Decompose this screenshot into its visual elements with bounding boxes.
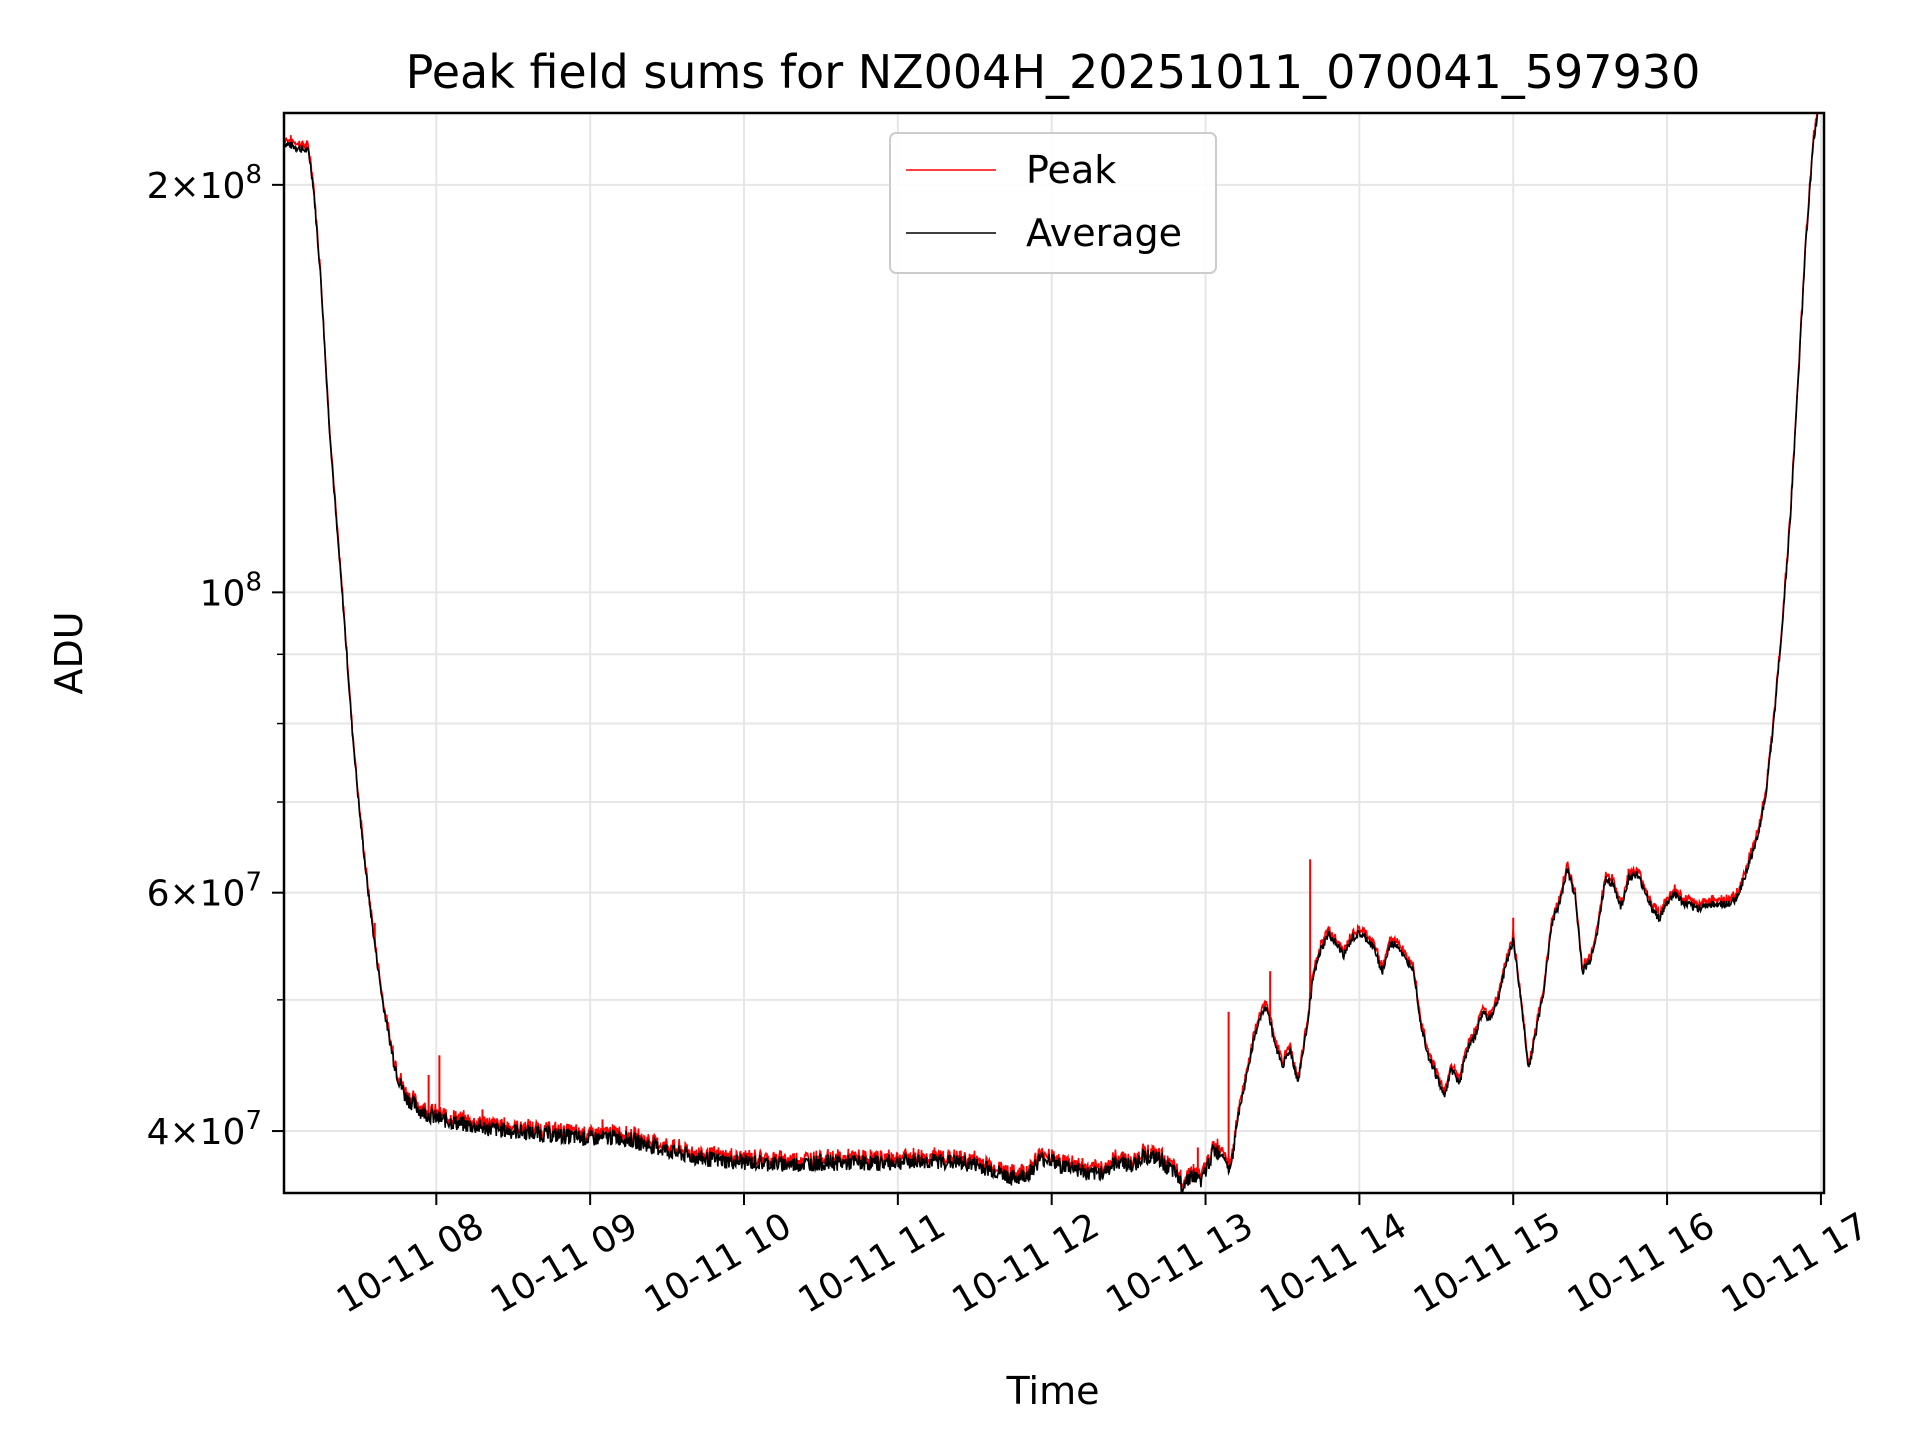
series-lines	[284, 113, 1819, 1193]
x-axis-label: Time	[1006, 1369, 1100, 1413]
legend-frame	[889, 132, 1217, 274]
plot-frame	[282, 111, 1826, 1195]
legend: Peak Average	[889, 132, 1217, 274]
peak-series-line	[284, 113, 1818, 1188]
y-axis-label: ADU	[47, 611, 91, 694]
y-tick-label: 4×107	[147, 1106, 262, 1153]
legend-average-label: Average	[1026, 211, 1182, 255]
legend-peak-label: Peak	[1026, 148, 1116, 192]
y-tick-label: 108	[200, 567, 262, 614]
y-tick-label: 2×108	[147, 160, 262, 207]
average-series-line	[284, 114, 1819, 1193]
y-tick-label: 6×107	[147, 868, 262, 915]
chart-title: Peak field sums for NZ004H_20251011_0700…	[406, 45, 1701, 99]
